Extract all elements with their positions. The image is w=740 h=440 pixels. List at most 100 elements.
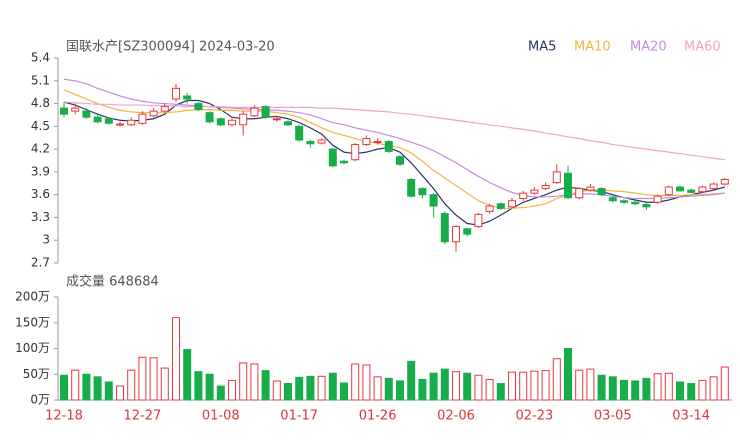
- volume-bar: [272, 380, 281, 401]
- volume-bar: [463, 372, 472, 401]
- volume-bar: [586, 368, 595, 401]
- candle-body: [508, 200, 516, 208]
- candle-body: [317, 139, 326, 144]
- volume-bar: [519, 371, 528, 401]
- volume-bar: [328, 372, 337, 401]
- y-tick-label: 0万: [30, 393, 50, 407]
- volume-bar: [351, 363, 360, 401]
- candle-body: [160, 106, 169, 112]
- candle-body: [127, 119, 136, 126]
- volume-bar: [552, 358, 561, 401]
- candle-body: [687, 189, 696, 193]
- y-tick-label: 3: [42, 233, 50, 247]
- volume-bar: [474, 374, 483, 401]
- volume-bar: [575, 369, 584, 401]
- y-tick-label: 100万: [15, 341, 50, 355]
- x-tick-label: 12-27: [124, 409, 162, 424]
- ma-line: [63, 101, 725, 161]
- volume-bar: [396, 380, 404, 401]
- y-tick-label: 3.3: [31, 210, 50, 224]
- candle-body: [485, 205, 494, 212]
- candle-body: [172, 87, 180, 100]
- volume-bar: [60, 374, 68, 401]
- x-tick-label: 01-26: [359, 409, 397, 424]
- candle-body: [631, 201, 640, 205]
- volume-bar: [373, 376, 382, 401]
- volume-bar: [709, 376, 718, 401]
- y-tick-label: 200万: [15, 290, 50, 304]
- volume-bar: [317, 375, 326, 401]
- candle-body: [642, 204, 651, 208]
- candle-body: [149, 110, 158, 117]
- volume-bar: [564, 348, 572, 401]
- volume-bar: [250, 363, 259, 401]
- candle-body: [396, 156, 404, 165]
- y-tick-label: 150万: [15, 315, 50, 329]
- ma-line: [63, 99, 725, 226]
- x-tick-label: 02-06: [437, 409, 475, 424]
- candle-body: [575, 188, 584, 199]
- candle-body: [463, 228, 472, 235]
- volume-bar: [239, 362, 248, 401]
- candle-body: [104, 118, 113, 124]
- volume-bar: [93, 376, 102, 401]
- volume-bar: [530, 370, 539, 401]
- volume-bar: [440, 368, 449, 401]
- volume-bar: [687, 383, 696, 401]
- volume-bar: [295, 376, 304, 401]
- volume-bar: [720, 366, 729, 401]
- candle-body: [597, 188, 606, 196]
- candle-body: [183, 95, 192, 100]
- legend-label: MA5: [528, 40, 556, 55]
- candle-body: [440, 213, 449, 243]
- ma-line: [63, 78, 725, 200]
- volume-bar: [340, 382, 348, 401]
- legend-label: MA60: [684, 40, 721, 55]
- candle-body: [351, 144, 360, 161]
- candle-body: [496, 203, 505, 209]
- volume-bar: [620, 379, 628, 401]
- y-tick-label: 2.7: [31, 256, 50, 270]
- candle-body: [328, 148, 337, 167]
- volume-bar: [384, 377, 393, 401]
- chart-title: 国联水产[SZ300094] 2024-03-20: [66, 40, 275, 55]
- volume-bar: [228, 379, 236, 401]
- volume-bar: [127, 369, 136, 401]
- candle-body: [272, 118, 281, 121]
- volume-title: 成交量 648684: [66, 274, 159, 290]
- candle-body: [586, 186, 595, 191]
- volume-bar: [216, 385, 225, 401]
- y-tick-label: 4.5: [31, 119, 50, 133]
- candle-body: [194, 103, 203, 111]
- volume-bar: [172, 317, 180, 401]
- candle-body: [362, 137, 371, 146]
- y-tick-label: 3.9: [31, 164, 50, 178]
- volume-bar: [698, 379, 707, 401]
- candle-body: [93, 116, 102, 123]
- y-tick-label: 4.8: [31, 96, 50, 110]
- x-tick-label: 12-18: [45, 409, 83, 424]
- volume-bar: [116, 385, 124, 401]
- candle-body: [720, 178, 729, 185]
- candle-body: [228, 119, 236, 126]
- candle-body: [429, 194, 438, 207]
- candle-body: [138, 113, 147, 124]
- volume-bar: [183, 349, 192, 401]
- volume-bar: [205, 373, 214, 401]
- volume-bar: [261, 370, 270, 401]
- candle-body: [698, 186, 707, 193]
- candle-body: [340, 160, 348, 164]
- candle-body: [261, 106, 270, 118]
- candle-body: [564, 172, 572, 199]
- y-tick-label: 50万: [23, 367, 50, 381]
- candle-body: [407, 178, 416, 197]
- y-tick-label: 5.1: [31, 73, 50, 87]
- candle-body: [452, 226, 460, 243]
- candle-body: [373, 141, 382, 144]
- volume-bar: [508, 371, 516, 401]
- volume-bar: [631, 380, 640, 401]
- volume-bar: [485, 378, 494, 401]
- volume-bar: [407, 360, 416, 401]
- candle-body: [295, 125, 304, 141]
- x-tick-label: 03-14: [672, 409, 710, 424]
